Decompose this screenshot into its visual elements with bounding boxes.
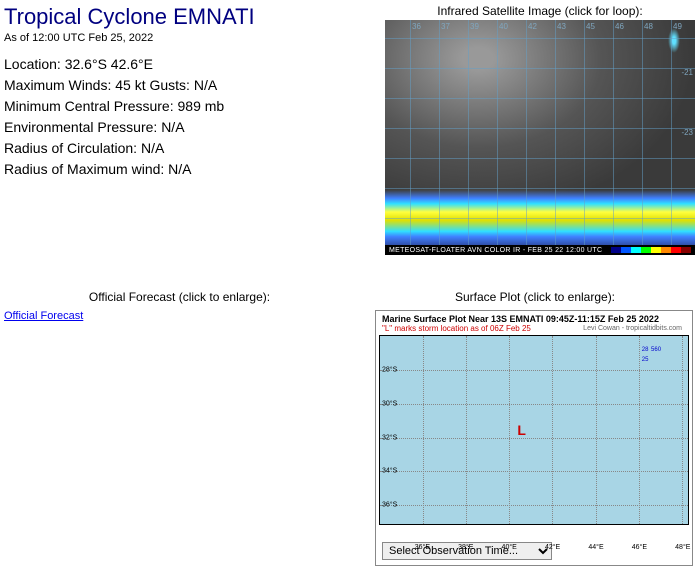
colorbar-segment	[631, 247, 641, 253]
sat-lon-tick: 49	[673, 22, 682, 31]
sat-grid-line-h	[385, 68, 695, 69]
sat-grid-line-v	[497, 20, 498, 255]
plot-grid-v	[552, 336, 553, 524]
sat-grid-line-h	[385, 128, 695, 129]
sat-lon-tick: 39	[470, 22, 479, 31]
storm-marker: L	[517, 422, 526, 438]
cloud-layer-bg	[385, 20, 695, 215]
colorbar-segment	[661, 247, 671, 253]
plot-area: L 28°S 30°S 32°S 34°S 36°S 2856025	[379, 335, 689, 525]
sat-lon-tick: 36	[412, 22, 421, 31]
sat-grid-line-v	[642, 20, 643, 255]
sat-grid-line-v	[439, 20, 440, 255]
header-row: Tropical Cyclone EMNATI As of 12:00 UTC …	[4, 4, 695, 255]
sat-grid-line-v	[671, 20, 672, 255]
obs-marker: 560	[651, 347, 661, 353]
satellite-label: Infrared Satellite Image (click for loop…	[385, 4, 695, 18]
sat-lon-tick: 42	[528, 22, 537, 31]
plot-xtick: 46°E	[632, 544, 647, 551]
obs-marker: 28	[642, 347, 649, 353]
plot-grid-h	[380, 370, 688, 371]
sat-grid-line-h	[385, 158, 695, 159]
sat-grid-line-v	[468, 20, 469, 255]
plot-grid-v	[466, 336, 467, 524]
colorbar-segment	[651, 247, 661, 253]
detail-radius-wind: Radius of Maximum wind: N/A	[4, 159, 385, 180]
plot-grid-h	[380, 505, 688, 506]
plot-xtick: 38°E	[458, 544, 473, 551]
sat-grid-line-v	[613, 20, 614, 255]
satellite-footer-text: METEOSAT-FLOATER AVN COLOR IR - FEB 25 2…	[385, 247, 602, 254]
plot-grid-v	[639, 336, 640, 524]
detail-env-pressure: Environmental Pressure: N/A	[4, 117, 385, 138]
colorbar-segment	[671, 247, 681, 253]
title-section: Tropical Cyclone EMNATI As of 12:00 UTC …	[4, 4, 385, 180]
plot-grid-h	[380, 404, 688, 405]
sat-grid-line-h	[385, 98, 695, 99]
sat-grid-line-v	[410, 20, 411, 255]
sat-grid-line-v	[584, 20, 585, 255]
satellite-image[interactable]: 36 37 39 40 42 43 45 46 48 49 -21 -23 METEOSAT-FLOA…	[385, 20, 695, 255]
sat-lon-tick: 37	[441, 22, 450, 31]
plot-xtick: 44°E	[588, 544, 603, 551]
plot-ytick: 34°S	[382, 468, 397, 475]
detail-winds: Maximum Winds: 45 kt Gusts: N/A	[4, 75, 385, 96]
timestamp: As of 12:00 UTC Feb 25, 2022	[4, 32, 385, 44]
plot-grid-v	[596, 336, 597, 524]
colorbar-segment	[611, 247, 621, 253]
sat-grid-line-h	[385, 38, 695, 39]
plot-ytick: 32°S	[382, 434, 397, 441]
page-title: Tropical Cyclone EMNATI	[4, 4, 385, 30]
sat-lat-tick: -23	[681, 128, 693, 137]
plot-grid-h	[380, 471, 688, 472]
detail-radius-circ: Radius of Circulation: N/A	[4, 138, 385, 159]
sat-grid-line-v	[555, 20, 556, 255]
plot-xtick: 40°E	[502, 544, 517, 551]
colorbar-segment	[641, 247, 651, 253]
select-wrap: Select Observation Time...	[376, 539, 692, 565]
plot-ytick: 30°S	[382, 400, 397, 407]
sat-grid-line-v	[526, 20, 527, 255]
colorbar-segment	[621, 247, 631, 253]
lower-section: Official Forecast (click to enlarge): Of…	[4, 290, 695, 566]
plot-grid-h	[380, 438, 688, 439]
plot-header: Marine Surface Plot Near 13S EMNATI 09:4…	[376, 311, 692, 333]
surface-plot-label: Surface Plot (click to enlarge):	[375, 290, 695, 304]
plot-xtick: 42°E	[545, 544, 560, 551]
obs-marker: 25	[642, 357, 649, 363]
plot-ytick: 36°S	[382, 502, 397, 509]
colorbar-segment	[681, 247, 691, 253]
cyclone-details: Location: 32.6°S 42.6°E Maximum Winds: 4…	[4, 54, 385, 180]
plot-grid-v	[682, 336, 683, 524]
plot-grid-v	[509, 336, 510, 524]
sat-lon-tick: 48	[644, 22, 653, 31]
sat-lat-tick: -21	[681, 68, 693, 77]
sat-lon-tick: 43	[557, 22, 566, 31]
forecast-column: Official Forecast (click to enlarge): Of…	[4, 290, 355, 566]
sat-grid-line-h	[385, 188, 695, 189]
sat-lon-tick: 46	[615, 22, 624, 31]
sat-grid-line-h	[385, 218, 695, 219]
surface-plot[interactable]: Marine Surface Plot Near 13S EMNATI 09:4…	[375, 310, 693, 566]
plot-grid-v	[423, 336, 424, 524]
forecast-label: Official Forecast (click to enlarge):	[4, 290, 355, 304]
satellite-section: Infrared Satellite Image (click for loop…	[385, 4, 695, 255]
sat-lon-tick: 40	[499, 22, 508, 31]
plot-xtick: 36°E	[415, 544, 430, 551]
plot-x-axis: 36°E38°E40°E42°E44°E46°E48°E	[379, 525, 689, 539]
cloud-feature-ne	[668, 28, 680, 53]
official-forecast-link[interactable]: Official Forecast	[4, 310, 355, 322]
satellite-grid: 36 37 39 40 42 43 45 46 48 49 -21 -23	[385, 20, 695, 255]
surface-plot-column: Surface Plot (click to enlarge): Marine …	[375, 290, 695, 566]
sat-lon-tick: 45	[586, 22, 595, 31]
plot-title: Marine Surface Plot Near 13S EMNATI 09:4…	[382, 314, 686, 324]
satellite-colorbar	[611, 247, 691, 253]
satellite-footer: METEOSAT-FLOATER AVN COLOR IR - FEB 25 2…	[385, 245, 695, 255]
plot-ytick: 28°S	[382, 366, 397, 373]
plot-xtick: 48°E	[675, 544, 690, 551]
detail-location: Location: 32.6°S 42.6°E	[4, 54, 385, 75]
detail-pressure: Minimum Central Pressure: 989 mb	[4, 96, 385, 117]
